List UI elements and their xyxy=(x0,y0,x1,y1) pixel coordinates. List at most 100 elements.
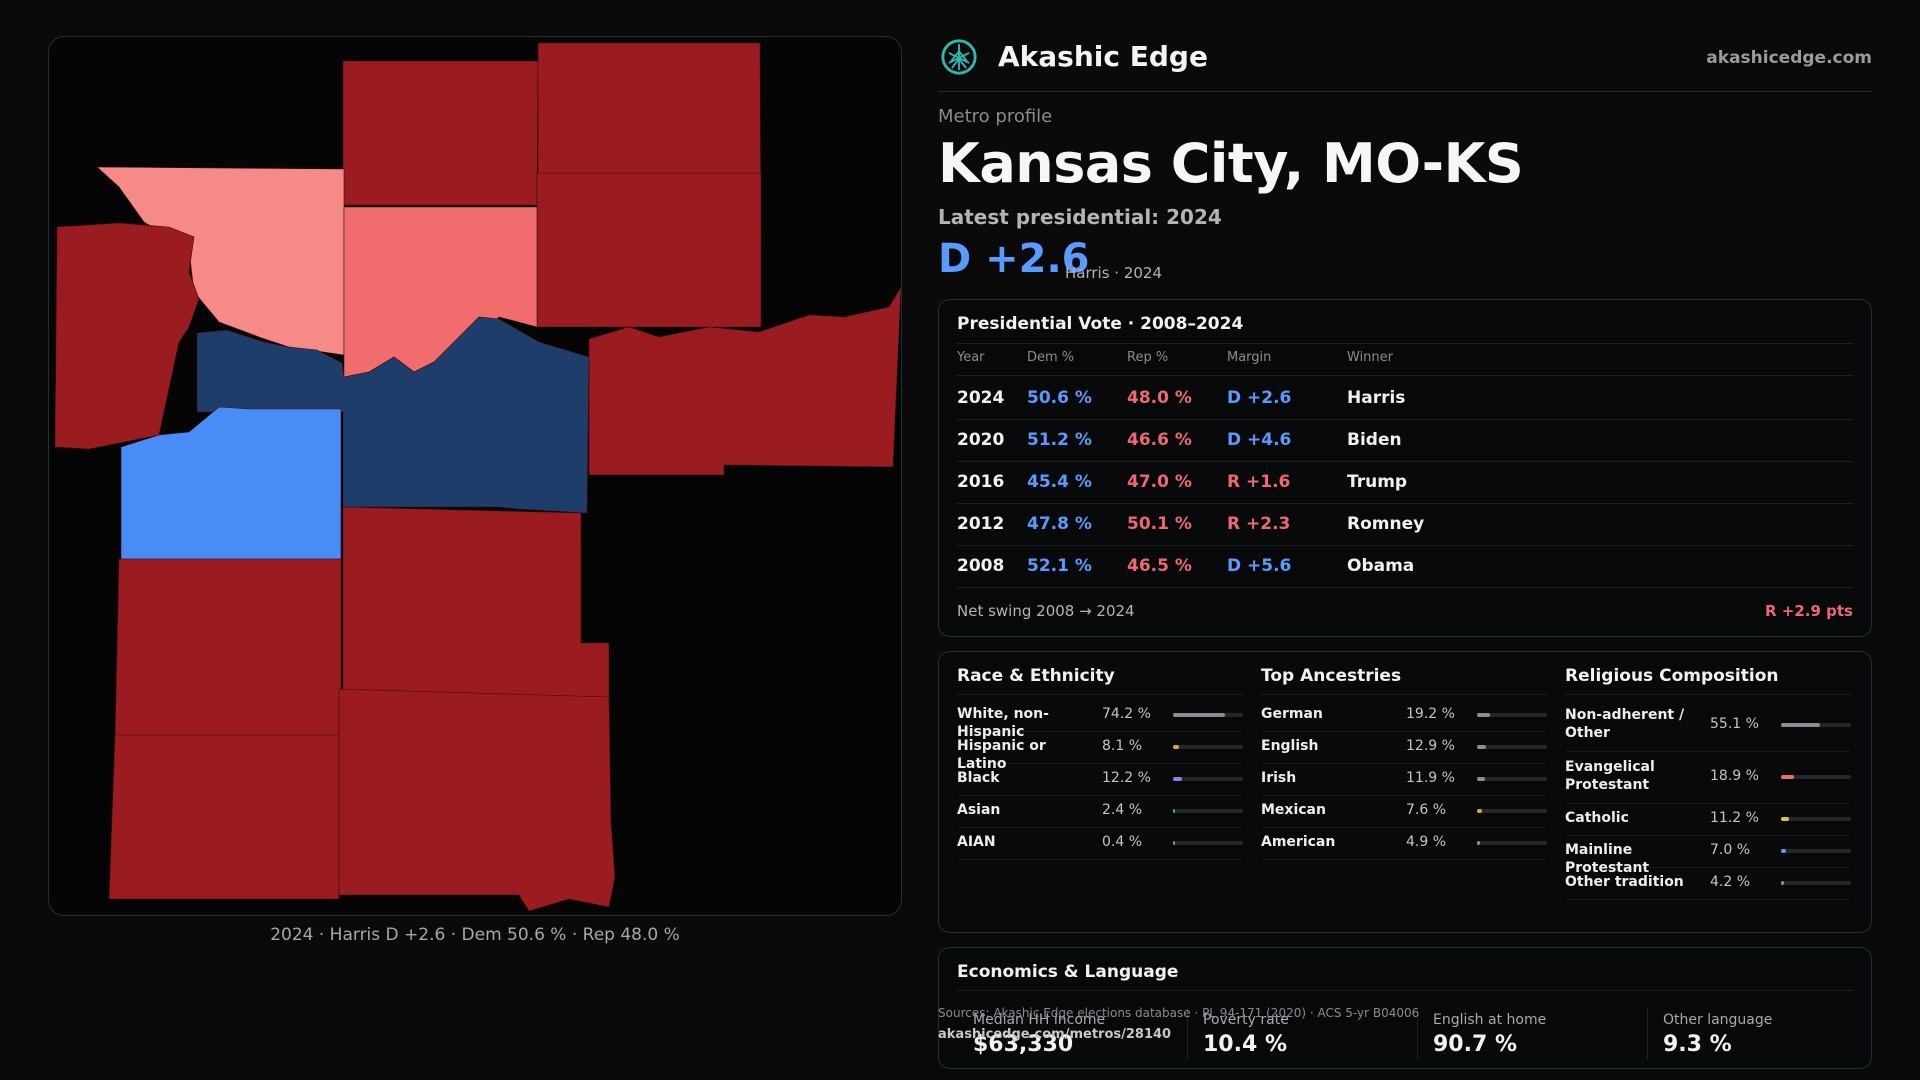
list-item: Black 12.2 % xyxy=(957,764,1243,796)
item-value: 12.2 % xyxy=(1102,770,1151,786)
share-bar xyxy=(1781,775,1851,779)
list-item: Asian 2.4 % xyxy=(957,796,1243,828)
list-item: German 19.2 % xyxy=(1261,700,1547,732)
col-header-dem: Dem % xyxy=(1027,350,1075,365)
page-title: Kansas City, MO-KS xyxy=(938,132,1524,195)
share-bar-fill xyxy=(1173,809,1175,813)
row-winner: Trump xyxy=(1347,472,1408,492)
item-value: 19.2 % xyxy=(1406,706,1455,722)
share-bar-fill xyxy=(1477,745,1487,749)
religion-column: Religious Composition Non-adherent / Othe… xyxy=(1565,652,1851,934)
row-year: 2020 xyxy=(957,430,1005,450)
race-ethnicity-column: Race & Ethnicity White, non-Hispanic 74.2 … xyxy=(957,652,1243,934)
net-swing-label: Net swing 2008 → 2024 xyxy=(957,602,1135,620)
share-bar-fill xyxy=(1477,841,1481,845)
brand-url[interactable]: akashicedge.com xyxy=(1706,48,1872,68)
table-row: 2024 50.6 % 48.0 % D +2.6 Harris xyxy=(939,378,1873,420)
stat-value: 90.7 % xyxy=(1433,1032,1517,1057)
eyebrow: Metro profile xyxy=(938,106,1053,127)
list-item: Irish 11.9 % xyxy=(1261,764,1547,796)
county-shape[interactable] xyxy=(114,558,342,738)
item-value: 11.2 % xyxy=(1710,810,1759,826)
share-bar-fill xyxy=(1173,745,1179,749)
item-label: Mexican xyxy=(1261,802,1326,818)
sources-url[interactable]: akashicedge.com/metros/28140 xyxy=(938,1027,1172,1042)
share-bar-fill xyxy=(1781,817,1789,821)
list-item: Mexican 7.6 % xyxy=(1261,796,1547,828)
row-margin: D +2.6 xyxy=(1227,388,1292,408)
divider xyxy=(957,503,1853,504)
row-winner: Harris xyxy=(1347,388,1406,408)
county-shape[interactable] xyxy=(342,60,539,206)
share-bar-fill xyxy=(1781,881,1784,885)
row-dem-pct: 47.8 % xyxy=(1027,514,1092,534)
county-map[interactable] xyxy=(48,36,902,916)
share-bar-fill xyxy=(1781,849,1786,853)
economics-card: Economics & Language Median HH income $6… xyxy=(938,947,1872,1069)
row-dem-pct: 51.2 % xyxy=(1027,430,1092,450)
county-map-svg[interactable] xyxy=(49,37,902,916)
table-row: 2012 47.8 % 50.1 % R +2.3 Romney xyxy=(939,504,1873,546)
share-bar xyxy=(1781,817,1851,821)
list-item: Mainline Protestant 7.0 % xyxy=(1565,836,1851,876)
county-shape[interactable] xyxy=(342,506,610,703)
item-value: 4.9 % xyxy=(1406,834,1447,850)
divider xyxy=(957,461,1853,462)
item-value: 7.0 % xyxy=(1710,842,1751,858)
divider xyxy=(1417,1008,1418,1060)
col-header-margin: Margin xyxy=(1227,350,1272,365)
stat-value: 10.4 % xyxy=(1203,1032,1287,1057)
divider xyxy=(957,990,1853,991)
list-item: Other tradition 4.2 % xyxy=(1565,868,1851,900)
share-bar-fill xyxy=(1173,713,1225,717)
item-value: 12.9 % xyxy=(1406,738,1455,754)
row-year: 2008 xyxy=(957,556,1005,576)
presidential-vote-card: Presidential Vote · 2008–2024 Year Dem %… xyxy=(938,299,1872,637)
share-bar-fill xyxy=(1477,777,1486,781)
row-rep-pct: 47.0 % xyxy=(1127,472,1192,492)
share-bar-fill xyxy=(1173,777,1182,781)
item-label: AIAN xyxy=(957,834,996,850)
row-rep-pct: 48.0 % xyxy=(1127,388,1192,408)
column-title: Religious Composition xyxy=(1565,666,1779,686)
item-label: Hispanic or Latino xyxy=(957,738,1046,772)
economics-title: Economics & Language xyxy=(957,962,1179,982)
item-label: Irish xyxy=(1261,770,1297,786)
county-shape[interactable] xyxy=(108,734,342,900)
share-bar-fill xyxy=(1477,809,1483,813)
share-bar xyxy=(1477,809,1547,813)
county-shape[interactable] xyxy=(536,172,762,328)
share-bar xyxy=(1477,713,1547,717)
county-shape[interactable] xyxy=(588,286,901,476)
share-bar xyxy=(1173,809,1243,813)
item-value: 8.1 % xyxy=(1102,738,1143,754)
item-label: American xyxy=(1261,834,1336,850)
divider xyxy=(1261,694,1547,695)
row-year: 2016 xyxy=(957,472,1005,492)
share-bar xyxy=(1781,881,1851,885)
brand-bar: Akashic Edge akashicedge.com xyxy=(938,36,1872,92)
county-shape[interactable] xyxy=(338,688,616,912)
item-value: 0.4 % xyxy=(1102,834,1143,850)
headline-margin: D +2.6 xyxy=(938,236,1090,282)
stat-value: $63,330 xyxy=(973,1032,1074,1057)
list-item: American 4.9 % xyxy=(1261,828,1547,860)
divider xyxy=(957,587,1853,588)
county-shape[interactable] xyxy=(196,316,590,514)
item-value: 2.4 % xyxy=(1102,802,1143,818)
item-value: 74.2 % xyxy=(1102,706,1151,722)
table-row: 2020 51.2 % 46.6 % D +4.6 Biden xyxy=(939,420,1873,462)
county-shape[interactable] xyxy=(54,222,200,450)
compass-tree-icon xyxy=(941,39,977,75)
list-item: Non-adherent / Other 55.1 % xyxy=(1565,700,1851,752)
item-label: Other tradition xyxy=(1565,874,1684,890)
brand-name: Akashic Edge xyxy=(998,40,1208,73)
vote-card-title: Presidential Vote · 2008–2024 xyxy=(957,314,1244,334)
list-item: Catholic 11.2 % xyxy=(1565,804,1851,836)
row-year: 2024 xyxy=(957,388,1005,408)
stat-label: English at home xyxy=(1433,1012,1547,1028)
net-swing-value: R +2.9 pts xyxy=(1765,602,1853,620)
divider xyxy=(957,343,1853,344)
item-value: 18.9 % xyxy=(1710,768,1759,784)
column-title: Race & Ethnicity xyxy=(957,666,1115,686)
